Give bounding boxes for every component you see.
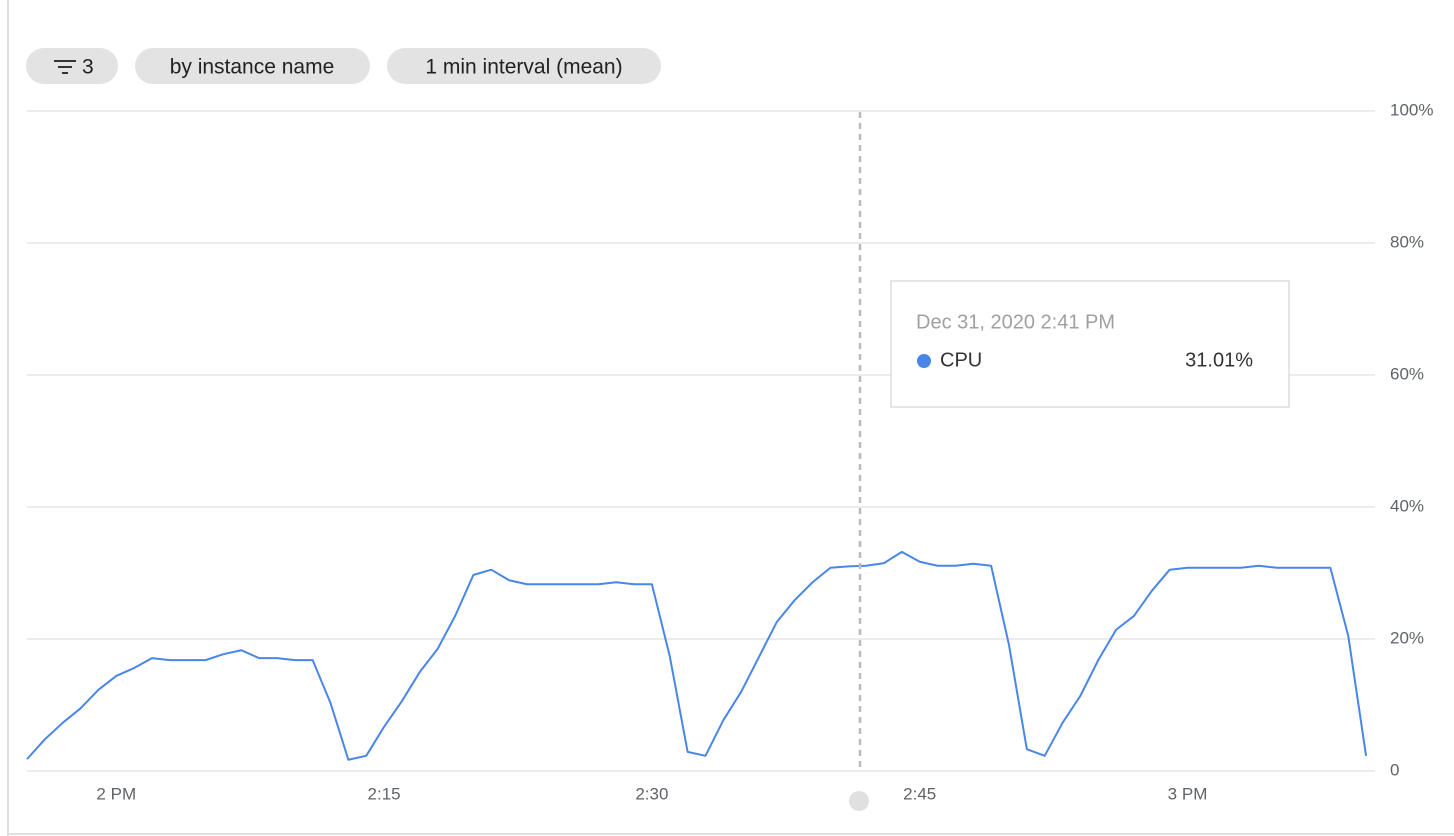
chip-label: 1 min interval (mean) — [425, 56, 622, 79]
x-tick-label: 3 PM — [1168, 784, 1208, 803]
y-tick-label: 100% — [1390, 100, 1433, 119]
y-tick-label: 40% — [1390, 496, 1424, 515]
x-tick-label: 2:45 — [903, 784, 936, 803]
x-tick-label: 2:15 — [368, 784, 401, 803]
filter-icon — [54, 60, 76, 74]
chip-label: 3 — [82, 56, 94, 79]
group-chip[interactable]: by instance name — [135, 48, 370, 84]
tooltip-value: 31.01% — [1185, 349, 1253, 371]
tooltip-box — [890, 280, 1290, 408]
y-tick-label: 20% — [1390, 628, 1424, 647]
interval-chip[interactable]: 1 min interval (mean) — [387, 48, 661, 84]
tooltip: Dec 31, 2020 2:41 PM CPU 31.01% — [890, 280, 1290, 408]
x-tick-label: 2:30 — [635, 784, 668, 803]
plot: 0 20% 40% 60% 80% 100% 2 PM 2:15 2:30 2:45 3 PM — [26, 100, 1433, 803]
chip-background — [387, 48, 661, 84]
chip-background — [135, 48, 370, 84]
tooltip-swatch — [917, 354, 931, 368]
scrub-handle[interactable] — [849, 791, 869, 811]
x-tick-label: 2 PM — [96, 784, 136, 803]
tooltip-title: Dec 31, 2020 2:41 PM — [916, 311, 1115, 333]
filter-chip[interactable]: 3 — [26, 48, 118, 84]
cpu-line — [26, 550, 1368, 761]
y-tick-label: 80% — [1390, 232, 1424, 251]
tooltip-series: CPU — [940, 349, 982, 371]
y-tick-label: 0 — [1390, 760, 1399, 779]
chip-label: by instance name — [170, 56, 335, 79]
y-tick-label: 60% — [1390, 364, 1424, 383]
